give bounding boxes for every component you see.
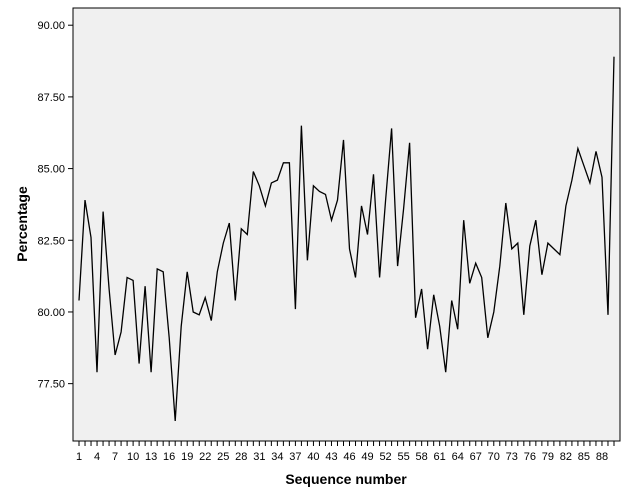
x-tick-label: 70 — [488, 451, 500, 463]
x-tick-label: 40 — [307, 451, 319, 463]
plot-area — [72, 7, 621, 442]
x-tick-label: 4 — [94, 451, 100, 463]
x-tick-label: 55 — [397, 451, 409, 463]
y-axis-title: Percentage — [14, 186, 30, 262]
x-tick-label: 16 — [163, 451, 175, 463]
x-tick-label: 28 — [235, 451, 247, 463]
x-tick-label: 79 — [542, 451, 554, 463]
x-tick-label: 64 — [452, 451, 464, 463]
y-tick-label: 77.50 — [37, 379, 65, 391]
x-tick-label: 10 — [127, 451, 139, 463]
x-tick-label: 25 — [217, 451, 229, 463]
x-tick-label: 22 — [199, 451, 211, 463]
x-tick-label: 67 — [470, 451, 482, 463]
x-tick-label: 1 — [76, 451, 82, 463]
y-tick-label: 90.00 — [37, 20, 65, 32]
y-axis: 77.50 80.00 82.50 85.00 87.50 90.00 — [37, 20, 73, 391]
x-tick-label: 46 — [343, 451, 355, 463]
x-tick-label: 37 — [289, 451, 301, 463]
x-tick-label: 49 — [361, 451, 373, 463]
x-tick-label: 43 — [325, 451, 337, 463]
x-axis-title: Sequence number — [285, 471, 407, 487]
y-tick-label: 80.00 — [37, 307, 65, 319]
x-tick-label: 31 — [253, 451, 265, 463]
x-tick-label: 58 — [416, 451, 428, 463]
y-tick-label: 82.50 — [37, 235, 65, 247]
x-axis: 1 4 7 10 13 16 19 22 25 28 31 34 37 40 43 46 49 52 55 58 61 6… — [76, 441, 615, 463]
x-tick-label: 82 — [560, 451, 572, 463]
y-tick-label: 87.50 — [37, 92, 65, 104]
x-tick-label: 61 — [434, 451, 446, 463]
x-tick-label: 13 — [145, 451, 157, 463]
x-tick-label: 52 — [379, 451, 391, 463]
y-tick-label: 85.00 — [37, 164, 65, 176]
series-layer — [78, 56, 615, 421]
x-tick-label: 19 — [181, 451, 193, 463]
x-tick-label: 76 — [524, 451, 536, 463]
x-tick-label: 34 — [271, 451, 283, 463]
series-line — [78, 56, 615, 421]
x-tick-label: 88 — [596, 451, 608, 463]
x-tick-label: 85 — [578, 451, 590, 463]
x-tick-label: 73 — [506, 451, 518, 463]
x-tick-label: 7 — [112, 451, 118, 463]
